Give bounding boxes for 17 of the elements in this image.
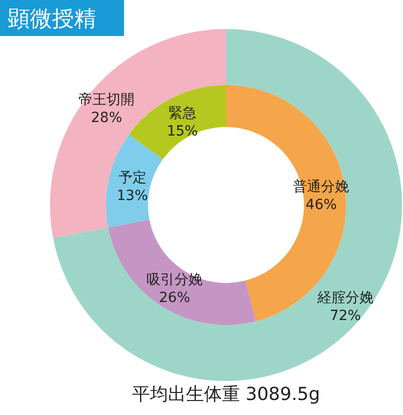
data-label: 28%: [91, 110, 122, 126]
donut-slice: [106, 134, 163, 228]
slice-label: 予定: [118, 170, 146, 186]
text: 平均出生体重 3089.5g: [132, 384, 320, 405]
chart-title: 顕微授精: [7, 7, 96, 32]
slice-label: 経腟分娩: [316, 290, 374, 306]
data-label: 72%: [330, 308, 361, 324]
donut-slice: [53, 29, 402, 381]
donut-slice: [108, 220, 256, 325]
data-label: 26%: [159, 290, 190, 306]
donut-slice: [50, 29, 226, 238]
slice-label: 緊急: [168, 105, 196, 122]
data-label: 15%: [166, 123, 198, 140]
data-label: 46%: [306, 196, 337, 213]
data-label: 13%: [116, 188, 148, 204]
slice-label: 吸引分娩: [146, 272, 203, 288]
slice-label: 帝王切開: [78, 92, 135, 108]
